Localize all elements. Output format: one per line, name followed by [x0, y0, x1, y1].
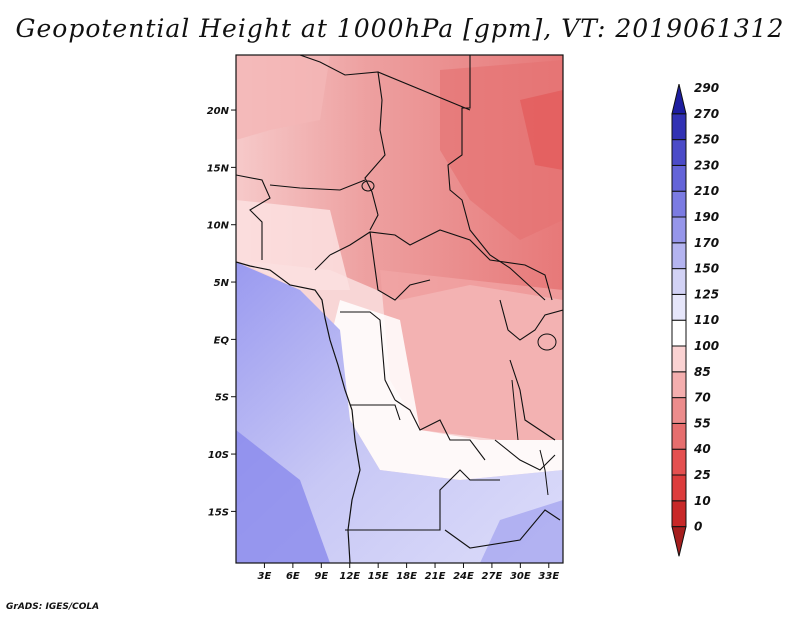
lakes: [361, 180, 557, 496]
field-northwest: [236, 55, 330, 140]
colorbar-segment: [671, 371, 687, 399]
lake-malawi: [539, 449, 549, 496]
colorbar-segment: [671, 293, 687, 321]
boundary-cameroon-car: [369, 231, 431, 301]
y-tick-label: 10N: [207, 221, 230, 232]
colorbar-label: 100: [694, 339, 719, 353]
field-central: [380, 270, 563, 440]
chart-title: Geopotential Height at 1000hPa [gpm], VT…: [15, 14, 785, 43]
colorbar-label: 25: [694, 468, 711, 482]
x-tick-label: 33E: [538, 571, 559, 582]
colorbar-label: 40: [693, 442, 711, 456]
colorbar-label: 125: [694, 287, 719, 301]
colorbar-segment: [671, 139, 687, 166]
colorbar-segment: [671, 422, 687, 450]
atlantic-coastline: [236, 261, 361, 563]
colorbar-label: 170: [694, 236, 719, 250]
x-tick-label: 12E: [339, 571, 360, 582]
field-northeast-core: [520, 90, 563, 170]
colorbar-segment: [671, 242, 687, 270]
boundary-nigeria-north: [269, 179, 366, 191]
colorbar-label: 70: [694, 391, 711, 405]
field-southwest-high: [236, 430, 330, 563]
colorbar-label: 270: [694, 107, 719, 121]
colorbar-segment: [671, 319, 687, 347]
colorbar-label: 210: [694, 184, 719, 198]
boundary-gabon-congo: [340, 311, 396, 401]
x-tick-label: 24E: [453, 571, 474, 582]
boundary-drc-angola: [394, 399, 486, 461]
colorbar-label: 10: [694, 494, 711, 508]
y-tick-label: 20N: [207, 106, 230, 117]
x-tick-label: 18E: [396, 571, 417, 582]
y-tick-label: EQ: [214, 335, 230, 346]
x-tick-label: 27E: [482, 571, 503, 582]
country-boundaries: [236, 55, 563, 549]
boundary-niger-nigeria: [299, 55, 386, 231]
y-tick-label: 5N: [214, 278, 230, 289]
boundary-niger-libya: [377, 71, 471, 111]
field-south: [236, 262, 563, 563]
y-axis: 20N 15N 10N 5N EQ 5S 10S 15S: [207, 106, 236, 518]
colorbar-label: 190: [694, 210, 719, 224]
field-southeast: [480, 500, 563, 563]
boundary-angola-north: [350, 404, 401, 421]
map-frame: [235, 54, 564, 564]
x-tick-label: 3E: [258, 571, 272, 582]
x-tick-label: 21E: [425, 571, 446, 582]
colorbar-label: 110: [694, 313, 719, 327]
colorbar-segment: [671, 268, 687, 295]
colorbar-label: 290: [694, 81, 719, 95]
field-west-light: [236, 200, 350, 290]
colorbar-segment: [671, 113, 687, 141]
boundary-uganda-kenya: [499, 299, 563, 341]
colorbar-segment: [671, 500, 687, 528]
colorbar-label: 85: [694, 365, 711, 379]
x-tick-label: 6E: [286, 571, 300, 582]
y-tick-label: 5S: [215, 393, 229, 404]
field-white-band: [330, 300, 563, 480]
colorbar-bottom-arrow: [671, 526, 687, 557]
grads-credit: GrADS: IGES/COLA: [6, 602, 100, 612]
colorbar-segment: [671, 474, 687, 502]
boundary-botswana: [444, 509, 561, 549]
colorbar-label: 55: [694, 416, 711, 430]
x-tick-label: 15E: [368, 571, 389, 582]
boundary-namibia: [345, 469, 500, 531]
colorbar-label: 150: [694, 262, 719, 276]
colorbar-label: 250: [694, 133, 719, 147]
boundary-car: [329, 229, 553, 301]
height-field: [236, 55, 563, 563]
boundary-zambia: [494, 439, 556, 471]
colorbar-segment: [671, 164, 687, 192]
lake-victoria: [537, 333, 557, 351]
boundary-tanzania: [509, 359, 556, 441]
x-tick-label: 30E: [510, 571, 531, 582]
colorbar-label: 230: [694, 158, 719, 172]
colorbar-segment: [671, 216, 687, 244]
lake-chad: [361, 180, 375, 192]
lake-tanganyika: [511, 379, 519, 441]
colorbar-top-arrow: [671, 84, 687, 115]
colorbar: 0 10 25 40 55 70 85 100 110 125 150 170 190 210 230 250…: [671, 81, 719, 557]
x-axis: 3E 6E 9E 12E 15E 18E 21E 24E 27E 30E 33E: [258, 563, 559, 582]
x-tick-label: 9E: [314, 571, 328, 582]
colorbar-segment: [671, 448, 687, 476]
y-tick-label: 15N: [207, 163, 230, 174]
colorbar-segment: [671, 190, 687, 218]
colorbar-label: 0: [694, 520, 702, 534]
y-tick-label: 10S: [208, 450, 229, 461]
boundary-west: [236, 174, 271, 260]
y-tick-label: 15S: [208, 507, 229, 518]
colorbar-segment: [671, 345, 687, 373]
boundary-cameroon-coast: [314, 254, 331, 271]
colorbar-segment: [671, 397, 687, 424]
